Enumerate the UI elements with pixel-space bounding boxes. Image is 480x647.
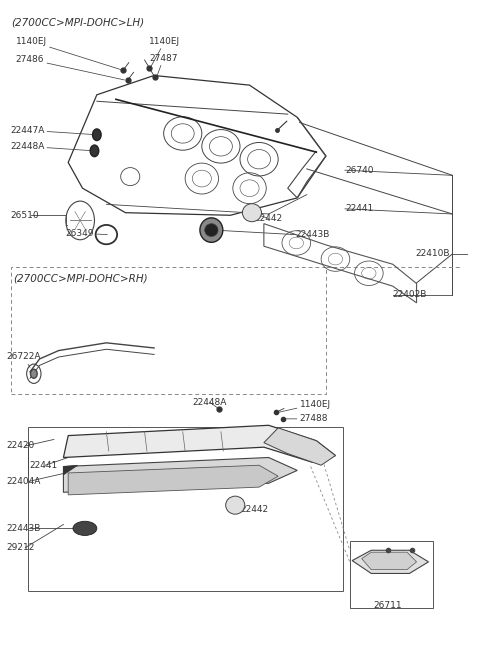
Ellipse shape (204, 224, 218, 237)
Text: 26349: 26349 (66, 229, 108, 238)
Text: 22441: 22441 (345, 204, 373, 214)
Text: (2700CC>MPI-DOHC>RH): (2700CC>MPI-DOHC>RH) (13, 273, 148, 283)
Ellipse shape (242, 204, 262, 222)
Ellipse shape (226, 496, 245, 514)
Text: 22442: 22442 (235, 505, 268, 514)
Text: 27488: 27488 (284, 414, 328, 423)
Text: 22404A: 22404A (6, 477, 40, 486)
Text: 26510: 26510 (10, 211, 38, 220)
Text: 22448A: 22448A (10, 142, 95, 151)
Text: 22447A: 22447A (10, 126, 97, 135)
Text: (2700CC>MPI-DOHC>LH): (2700CC>MPI-DOHC>LH) (11, 17, 144, 27)
Text: 1140EJ: 1140EJ (278, 400, 331, 412)
Text: 1140EJ: 1140EJ (16, 37, 123, 71)
Polygon shape (264, 428, 336, 465)
Text: 22420: 22420 (6, 441, 35, 450)
Text: 22448A: 22448A (192, 398, 227, 408)
Text: 22441: 22441 (29, 461, 57, 470)
Polygon shape (352, 550, 429, 573)
Text: 29212: 29212 (6, 543, 35, 552)
Circle shape (93, 129, 101, 140)
Text: 26740: 26740 (345, 166, 373, 175)
Circle shape (31, 369, 37, 378)
Ellipse shape (200, 218, 223, 243)
Text: 27486: 27486 (16, 55, 124, 80)
Text: 26711: 26711 (373, 600, 402, 609)
Text: 1140EJ: 1140EJ (149, 37, 180, 68)
Polygon shape (68, 465, 278, 495)
Text: 22443B: 22443B (295, 230, 329, 239)
Text: 26722A: 26722A (6, 353, 41, 367)
Circle shape (90, 145, 99, 157)
Text: 27487: 27487 (149, 54, 178, 78)
Polygon shape (63, 425, 336, 462)
Text: 22402B: 22402B (393, 290, 427, 299)
Text: 22410B: 22410B (416, 250, 450, 258)
Text: 22442: 22442 (252, 213, 282, 223)
Ellipse shape (73, 521, 97, 536)
Polygon shape (362, 552, 417, 569)
Polygon shape (63, 465, 78, 475)
Polygon shape (63, 457, 297, 492)
Text: 22443B: 22443B (6, 524, 40, 533)
